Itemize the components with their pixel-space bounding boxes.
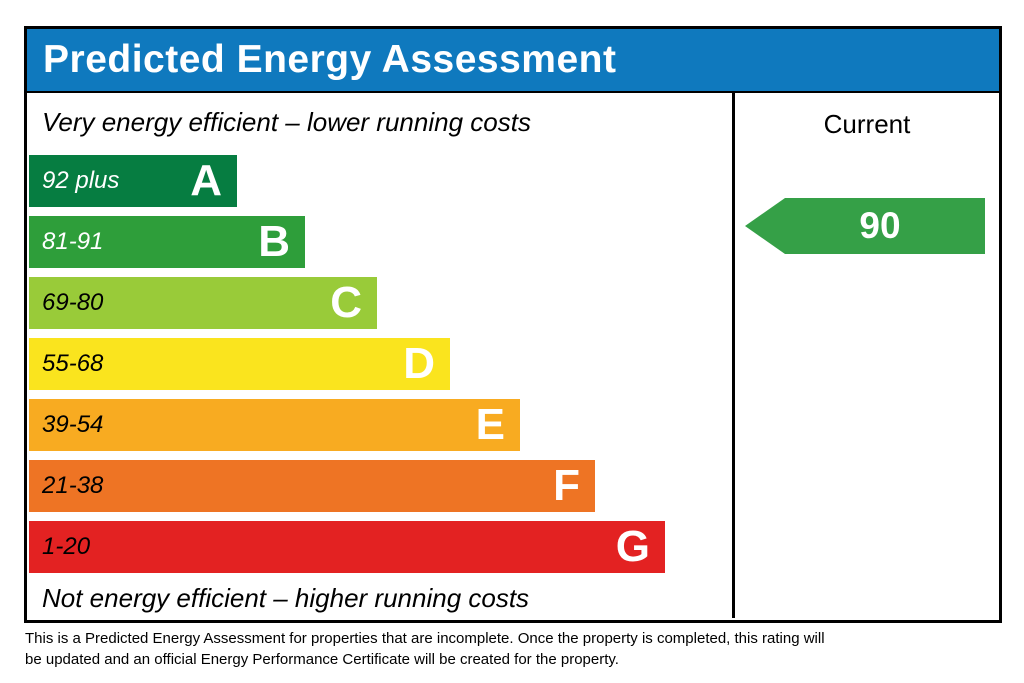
epc-band-f: 21-38 F bbox=[29, 460, 595, 512]
epc-band-g: 1-20 G bbox=[29, 521, 665, 573]
chart-body: Very energy efficient – lower running co… bbox=[27, 93, 999, 618]
current-rating-value: 90 bbox=[859, 205, 901, 246]
band-letter: G bbox=[615, 522, 650, 571]
epc-band-b: 81-91 B bbox=[29, 216, 305, 268]
band-letter: A bbox=[190, 156, 222, 205]
epc-band-a: 92 plus A bbox=[29, 155, 237, 207]
band-letter: F bbox=[553, 461, 580, 510]
band-letter: E bbox=[475, 400, 505, 449]
band-range-label: 1-20 bbox=[42, 533, 91, 560]
band-range-label: 92 plus bbox=[42, 167, 120, 194]
epc-band-e: 39-54 E bbox=[29, 399, 520, 451]
top-note: Very energy efficient – lower running co… bbox=[42, 107, 531, 137]
page-title: Predicted Energy Assessment bbox=[43, 38, 617, 81]
band-letter: D bbox=[403, 339, 435, 388]
epc-band-c: 69-80 C bbox=[29, 277, 377, 329]
band-letter: B bbox=[258, 217, 290, 266]
band-range-label: 21-38 bbox=[42, 472, 104, 499]
band-range-label: 39-54 bbox=[42, 411, 104, 438]
rating-scale-area: Very energy efficient – lower running co… bbox=[27, 93, 732, 618]
band-range-label: 55-68 bbox=[42, 350, 104, 377]
epc-bands: 92 plus A 81-91 B 69-80 C 55-68 D 39-54 E 21-38 F 1-… bbox=[29, 155, 665, 582]
band-range-label: 69-80 bbox=[42, 289, 104, 316]
footnote-text: This is a Predicted Energy Assessment fo… bbox=[25, 630, 825, 668]
chart-outer-box: Predicted Energy Assessment Very energy … bbox=[24, 26, 1002, 623]
current-column: Current 90 bbox=[735, 93, 999, 618]
bottom-note: Not energy efficient – higher running co… bbox=[42, 583, 530, 613]
current-column-header: Current bbox=[823, 109, 911, 139]
column-divider bbox=[732, 93, 735, 618]
current-rating-arrow: 90 bbox=[745, 198, 985, 254]
band-range-label: 81-91 bbox=[42, 228, 104, 255]
title-bar: Predicted Energy Assessment bbox=[27, 29, 999, 93]
band-letter: C bbox=[330, 278, 362, 327]
epc-band-d: 55-68 D bbox=[29, 338, 450, 390]
